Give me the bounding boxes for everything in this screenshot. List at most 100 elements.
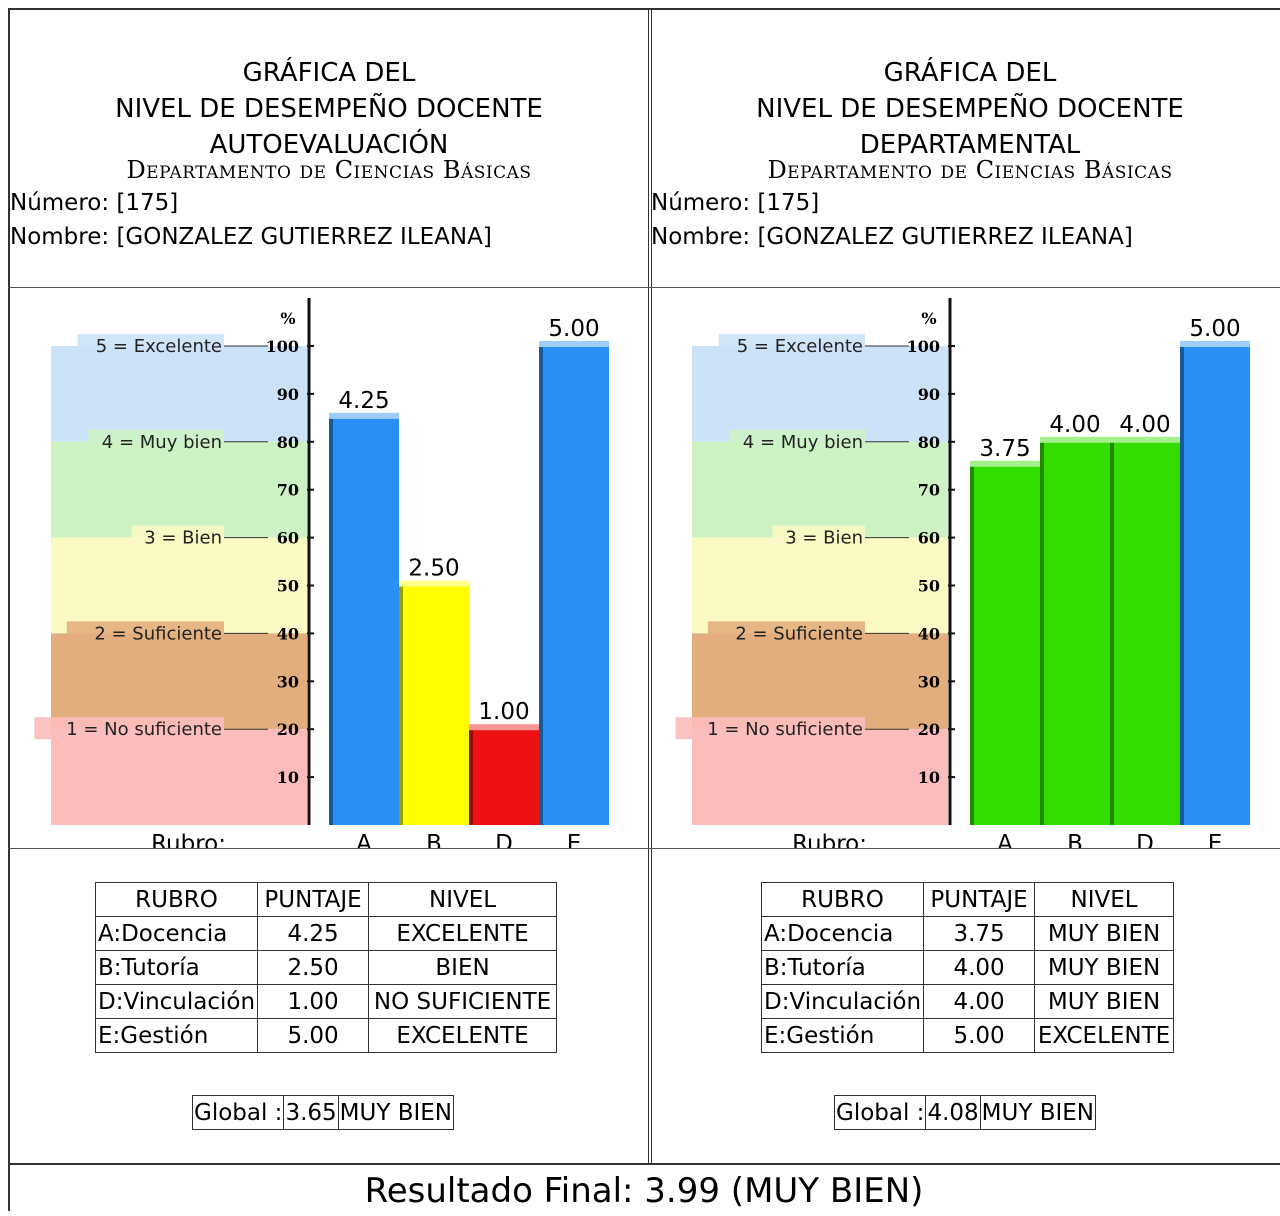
bar-edge <box>1180 346 1184 825</box>
footer-divider <box>8 1163 1280 1165</box>
bar-edge <box>539 346 543 825</box>
cell-rubro: B:Tutoría <box>760 950 925 985</box>
cell-nivel: MUY BIEN <box>1034 984 1175 1019</box>
band-1 <box>51 729 307 825</box>
cell-puntaje: 4.00 <box>923 950 1036 985</box>
x-tick-label: B <box>426 831 442 848</box>
header-rubro: RUBRO <box>760 882 925 917</box>
x-tick-label: A <box>356 831 372 848</box>
band-label: 5 = Excelente <box>96 336 222 357</box>
cell-nivel: MUY BIEN <box>1034 950 1175 985</box>
band-label: 4 = Muy bien <box>743 432 863 453</box>
department-name: Departamento de Ciencias Básicas <box>126 156 532 184</box>
y-tick-label: 50 <box>277 577 299 596</box>
title-line-2: NIVEL DE DESEMPEÑO DOCENTE <box>756 94 1184 124</box>
title-line-1: GRÁFICA DEL <box>242 58 416 88</box>
header-nivel: NIVEL <box>1034 882 1175 917</box>
band-4 <box>51 441 307 538</box>
bar-E <box>1180 346 1250 825</box>
cell-puntaje: 5.00 <box>257 1018 370 1053</box>
header-rubro: RUBRO <box>94 882 259 917</box>
band-label-bg <box>131 525 224 548</box>
global-value: 3.65 <box>283 1095 339 1130</box>
y-tick-label: 80 <box>918 433 940 452</box>
band-1 <box>692 729 948 825</box>
bar-A <box>970 465 1040 825</box>
bar-value-label: 2.50 <box>408 556 459 582</box>
bar-cap <box>329 412 399 419</box>
band-3 <box>692 537 948 634</box>
bar-cap <box>1110 436 1180 443</box>
y-tick-label: 10 <box>277 768 299 787</box>
x-tick-label: D <box>1136 831 1154 848</box>
x-tick-label: E <box>1208 831 1223 848</box>
cell-rubro: E:Gestión <box>760 1018 925 1053</box>
x-tick-label: A <box>997 831 1013 848</box>
performance-chart-left: 5 = Excelente 4 = Muy bien 3 = Bien 2 = Suf… <box>10 288 648 848</box>
bar-value-label: 4.00 <box>1049 412 1100 438</box>
band-label-bg <box>77 334 224 356</box>
bar-value-label: 4.25 <box>338 388 389 414</box>
band-label-bg <box>707 621 865 644</box>
bar-value-label: 5.00 <box>548 316 599 342</box>
y-tick-label: 50 <box>918 577 940 596</box>
cell-nivel: MUY BIEN <box>1034 916 1175 951</box>
band-label-bg <box>675 717 865 740</box>
band-label-bg <box>88 429 225 452</box>
scores-table-right: RUBRO PUNTAJE NIVEL A:Docencia 3.75 MUY … <box>760 882 1175 1053</box>
bar-B <box>1040 441 1110 825</box>
bar-value-label: 5.00 <box>1189 316 1240 342</box>
bar-value-label: 4.00 <box>1119 412 1170 438</box>
cell-nivel: EXCELENTE <box>368 1018 558 1053</box>
global-label: Global : <box>191 1095 285 1130</box>
y-tick-label: 90 <box>277 385 299 404</box>
cell-rubro: E:Gestión <box>94 1018 259 1053</box>
table-row: B:Tutoría 4.00 MUY BIEN <box>760 950 1175 985</box>
bar-cap <box>399 580 469 587</box>
bar-cap <box>539 341 609 347</box>
header-puntaje: PUNTAJE <box>923 882 1036 917</box>
y-tick-label: 20 <box>277 720 299 739</box>
band-label: 2 = Suficiente <box>735 623 863 644</box>
x-axis-label: Rubro: <box>151 831 226 848</box>
cell-puntaje: 1.00 <box>257 984 370 1019</box>
bar-edge <box>329 417 333 825</box>
bar-D <box>469 729 539 825</box>
bar-E <box>539 346 609 825</box>
table-row: A:Docencia 4.25 EXCELENTE <box>94 916 558 951</box>
bar-cap <box>1040 436 1110 443</box>
title-line-2: NIVEL DE DESEMPEÑO DOCENTE <box>115 94 543 124</box>
cell-puntaje: 5.00 <box>923 1018 1036 1053</box>
bar-edge <box>1040 441 1044 825</box>
cell-puntaje: 3.75 <box>923 916 1036 951</box>
cell-nivel: EXCELENTE <box>1034 1018 1175 1053</box>
y-tick-label: 20 <box>918 720 940 739</box>
departamental-panel: GRÁFICA DEL NIVEL DE DESEMPEÑO DOCENTE D… <box>651 10 1280 1164</box>
table-row: E:Gestión 5.00 EXCELENTE <box>94 1018 558 1053</box>
y-tick-label: 70 <box>277 481 299 500</box>
y-tick-label: 100 <box>907 337 940 356</box>
bar-edge <box>1110 441 1114 825</box>
nombre-label: Nombre: [GONZALEZ GUTIERREZ ILEANA] <box>10 224 492 250</box>
band-label: 5 = Excelente <box>737 336 863 357</box>
x-tick-label: E <box>567 831 582 848</box>
y-tick-label: 40 <box>277 624 299 643</box>
x-tick-label: D <box>495 831 513 848</box>
table-row: B:Tutoría 2.50 BIEN <box>94 950 558 985</box>
title-line-1: GRÁFICA DEL <box>883 58 1057 88</box>
bar-cap <box>469 724 539 731</box>
y-tick-label: 30 <box>277 672 299 691</box>
band-label: 2 = Suficiente <box>94 623 222 644</box>
bar-edge <box>970 465 974 825</box>
band-label: 1 = No suficiente <box>707 719 863 740</box>
y-tick-label: 30 <box>918 672 940 691</box>
y-axis-label: % <box>921 309 936 328</box>
bar-edge <box>399 585 403 825</box>
y-tick-label: 70 <box>918 481 940 500</box>
cell-puntaje: 2.50 <box>257 950 370 985</box>
autoevaluacion-panel: GRÁFICA DEL NIVEL DE DESEMPEÑO DOCENTE A… <box>10 10 648 1164</box>
title-line-3: AUTOEVALUACIÓN <box>209 130 449 160</box>
y-tick-label: 100 <box>266 337 299 356</box>
bar-A <box>329 417 399 825</box>
bar-value-label: 1.00 <box>478 699 529 725</box>
